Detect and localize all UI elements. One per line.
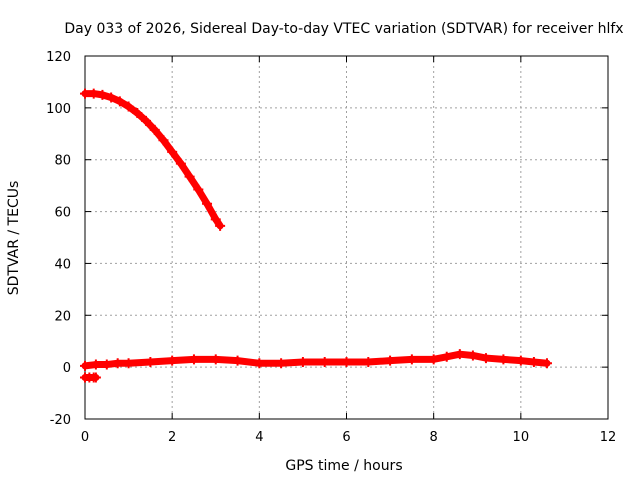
data-point (441, 351, 452, 362)
data-point (184, 171, 195, 182)
data-point (132, 108, 143, 119)
x-tick-label: 8 (430, 430, 438, 445)
x-tick-label: 0 (81, 430, 89, 445)
y-axis-title: SDTVAR / TECUs (6, 181, 22, 296)
data-point (193, 184, 204, 195)
y-tick-label: 100 (46, 102, 71, 117)
chart-title: Day 033 of 2026, Sidereal Day-to-day VTE… (64, 21, 623, 37)
y-tick-label: -20 (50, 413, 71, 428)
data-point (149, 124, 160, 135)
data-point (232, 355, 243, 366)
x-tick-label: 4 (255, 430, 263, 445)
data-point (363, 356, 374, 367)
y-tick-label: 120 (46, 50, 71, 65)
data-series (80, 88, 552, 383)
y-tick-label: 80 (54, 154, 71, 169)
data-point (515, 355, 526, 366)
data-point (341, 356, 352, 367)
data-point (276, 358, 287, 369)
data-point (88, 88, 99, 99)
data-point (97, 89, 108, 100)
data-point (106, 92, 117, 103)
data-point (158, 135, 169, 146)
data-point (145, 356, 156, 367)
data-point (123, 358, 134, 369)
data-point (528, 356, 539, 367)
data-point (114, 96, 125, 107)
data-point (297, 356, 308, 367)
data-point (385, 355, 396, 366)
data-point (175, 158, 186, 169)
x-tick-label: 2 (168, 430, 176, 445)
axis-ticks: 0 2 4 6 8 10 12 -20 0 20 40 60 80 100 120 (46, 50, 616, 445)
data-point (80, 88, 90, 99)
data-point (498, 354, 509, 365)
data-point (123, 101, 134, 112)
x-tick-label: 6 (342, 430, 350, 445)
series-3 (80, 372, 101, 383)
data-point (454, 349, 465, 360)
data-point (541, 358, 552, 369)
data-point (80, 360, 90, 371)
y-tick-label: 20 (54, 309, 71, 324)
data-point (167, 146, 178, 157)
data-point (112, 358, 123, 369)
grid-lines (85, 56, 608, 419)
data-point (210, 214, 221, 225)
data-point (319, 356, 330, 367)
data-point (167, 355, 178, 366)
series-1 (80, 88, 226, 231)
series-2 (80, 349, 552, 371)
x-axis-title: GPS time / hours (285, 458, 402, 474)
data-point (480, 353, 491, 364)
data-point (428, 354, 439, 365)
x-tick-label: 10 (513, 430, 530, 445)
data-point (141, 115, 152, 126)
x-tick-label: 12 (600, 430, 617, 445)
data-point (101, 359, 112, 370)
data-point (406, 354, 417, 365)
data-point (215, 220, 226, 231)
data-point (254, 358, 265, 369)
y-tick-label: 60 (54, 206, 71, 221)
y-tick-label: 0 (63, 361, 71, 376)
data-point (90, 372, 101, 383)
data-point (467, 350, 478, 361)
data-point (202, 198, 213, 209)
y-tick-label: 40 (54, 257, 71, 272)
data-point (90, 359, 101, 370)
data-point (210, 354, 221, 365)
data-point (188, 354, 199, 365)
